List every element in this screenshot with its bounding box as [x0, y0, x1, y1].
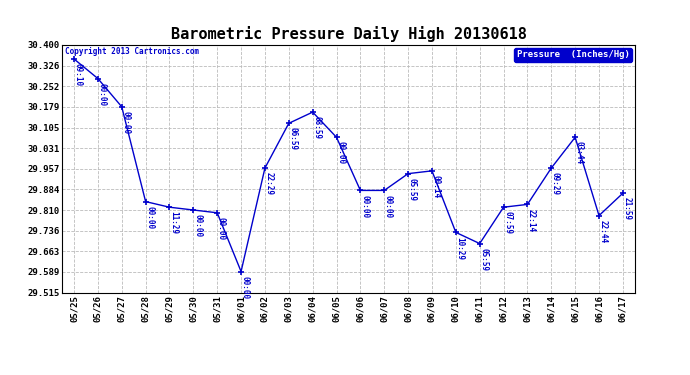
- Text: 08:59: 08:59: [313, 116, 322, 140]
- Text: 00:00: 00:00: [360, 195, 369, 218]
- Text: 22:44: 22:44: [599, 220, 608, 243]
- Text: 06:59: 06:59: [288, 128, 297, 151]
- Legend: Pressure  (Inches/Hg): Pressure (Inches/Hg): [514, 48, 632, 62]
- Text: Copyright 2013 Cartronics.com: Copyright 2013 Cartronics.com: [65, 48, 199, 57]
- Text: 00:00: 00:00: [336, 141, 345, 165]
- Text: 00:00: 00:00: [121, 111, 130, 134]
- Text: 09:10: 09:10: [74, 63, 83, 86]
- Text: 22:29: 22:29: [264, 172, 274, 195]
- Text: 00:00: 00:00: [217, 217, 226, 240]
- Text: 00:14: 00:14: [432, 175, 441, 198]
- Text: 00:00: 00:00: [193, 214, 202, 237]
- Text: 11:29: 11:29: [169, 211, 178, 234]
- Text: 00:00: 00:00: [241, 276, 250, 299]
- Text: 00:00: 00:00: [146, 206, 155, 229]
- Text: 09:29: 09:29: [551, 172, 560, 195]
- Text: 10:29: 10:29: [455, 237, 464, 260]
- Text: 21:59: 21:59: [622, 197, 631, 220]
- Text: 07:59: 07:59: [503, 211, 512, 234]
- Text: 05:59: 05:59: [480, 248, 489, 271]
- Text: 00:00: 00:00: [97, 83, 106, 106]
- Title: Barometric Pressure Daily High 20130618: Barometric Pressure Daily High 20130618: [170, 27, 526, 42]
- Text: 22:14: 22:14: [527, 209, 536, 232]
- Text: 00:00: 00:00: [384, 195, 393, 218]
- Text: 05:59: 05:59: [408, 178, 417, 201]
- Text: 03:44: 03:44: [575, 141, 584, 165]
